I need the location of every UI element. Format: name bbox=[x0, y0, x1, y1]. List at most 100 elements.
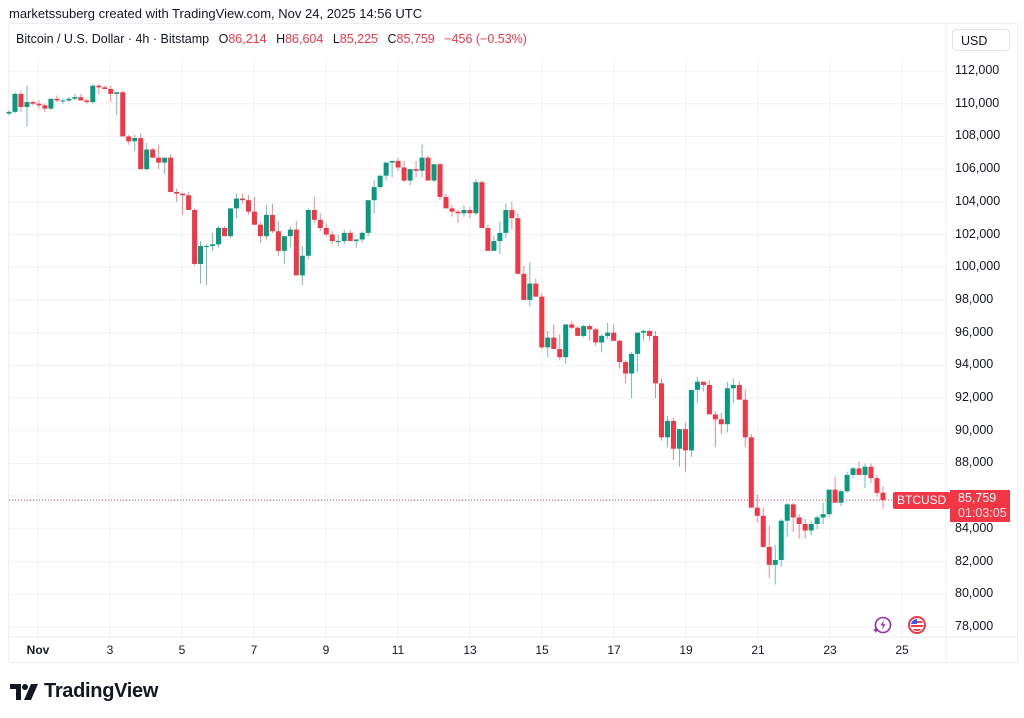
candle-up bbox=[784, 504, 790, 521]
time-tick-label: 3 bbox=[106, 643, 114, 657]
candle-up bbox=[676, 429, 682, 449]
time-tick-label: 13 bbox=[463, 643, 477, 657]
candle-down bbox=[30, 102, 36, 104]
close-label: C bbox=[387, 32, 397, 46]
candle-up bbox=[724, 388, 730, 425]
price-tick-label: 80,000 bbox=[955, 586, 994, 601]
candle-down bbox=[539, 296, 545, 348]
candle-up bbox=[335, 241, 341, 243]
candle-down bbox=[42, 105, 48, 109]
candle-down bbox=[156, 157, 162, 163]
price-tick-label: 88,000 bbox=[955, 455, 994, 470]
candle-up bbox=[383, 162, 389, 176]
price-tick-label: 78,000 bbox=[955, 619, 994, 633]
candle-up bbox=[233, 198, 239, 209]
candle-up bbox=[6, 111, 12, 114]
candle-up bbox=[772, 559, 778, 565]
candle-down bbox=[311, 210, 317, 220]
candle-down bbox=[802, 523, 808, 531]
candle-up bbox=[527, 283, 533, 300]
candle-up bbox=[216, 227, 222, 245]
candle-down bbox=[479, 182, 485, 228]
candle-up bbox=[641, 331, 647, 333]
brand-name: TradingView bbox=[44, 680, 159, 702]
candle-down bbox=[515, 218, 521, 274]
candle-up bbox=[778, 520, 784, 560]
close-value: 85,759 bbox=[396, 32, 435, 46]
candle-up bbox=[72, 97, 78, 99]
candle-down bbox=[760, 515, 766, 547]
chart-frame bbox=[8, 23, 1018, 663]
bar-countdown: 01:03:05 bbox=[958, 506, 1007, 520]
time-tick-label: 17 bbox=[607, 643, 621, 657]
time-tick-label: 23 bbox=[823, 643, 837, 657]
candle-up bbox=[461, 210, 467, 214]
candle-down bbox=[413, 169, 419, 171]
candle-up bbox=[281, 236, 287, 251]
candle-down bbox=[754, 507, 760, 516]
candle-down bbox=[700, 381, 706, 385]
candle-down bbox=[659, 383, 665, 438]
candle-down bbox=[401, 167, 407, 181]
candle-down bbox=[96, 85, 102, 88]
candle-down bbox=[623, 362, 629, 374]
currency-button[interactable]: USD bbox=[952, 29, 1010, 51]
candle-up bbox=[132, 138, 138, 142]
candle-up bbox=[377, 175, 383, 188]
candle-up bbox=[838, 491, 844, 503]
candle-down bbox=[222, 227, 228, 237]
candle-down bbox=[36, 103, 42, 106]
candle-up bbox=[694, 381, 700, 390]
candle-down bbox=[18, 93, 24, 107]
candle-up bbox=[820, 514, 826, 518]
candle-down bbox=[329, 234, 335, 242]
candle-down bbox=[533, 283, 539, 297]
candle-up bbox=[299, 255, 305, 276]
time-tick-label: 19 bbox=[679, 643, 693, 657]
candle-up bbox=[287, 229, 293, 237]
ideas-lightning-icon[interactable] bbox=[872, 615, 892, 635]
candle-up bbox=[730, 384, 736, 389]
candle-down bbox=[425, 157, 431, 181]
chart-credit: marketssuberg created with TradingView.c… bbox=[9, 6, 423, 21]
candle-down bbox=[186, 195, 192, 211]
candle-up bbox=[263, 214, 269, 237]
candle-up bbox=[629, 353, 635, 374]
candle-down bbox=[742, 399, 748, 438]
price-tick-label: 94,000 bbox=[955, 357, 994, 372]
candle-down bbox=[718, 419, 724, 425]
tradingview-logo[interactable]: TradingView bbox=[10, 680, 158, 703]
candle-down bbox=[108, 88, 114, 94]
candle-up bbox=[419, 157, 425, 171]
candle-up bbox=[503, 210, 509, 233]
candle-down bbox=[168, 157, 174, 193]
candle-up bbox=[664, 420, 670, 438]
tradingview-logo-icon bbox=[10, 683, 38, 700]
candle-up bbox=[844, 474, 850, 492]
candle-up bbox=[198, 245, 204, 264]
candle-up bbox=[862, 466, 868, 475]
candle-down bbox=[712, 414, 718, 420]
candle-down bbox=[611, 332, 617, 341]
time-tick-label: 9 bbox=[322, 643, 330, 657]
candle-up bbox=[808, 523, 814, 531]
candle-down bbox=[569, 324, 575, 328]
us-flag-economic-event-icon[interactable] bbox=[907, 615, 927, 635]
candle-down bbox=[180, 193, 186, 196]
candle-down bbox=[293, 229, 299, 276]
candle-down bbox=[587, 326, 593, 330]
candle-up bbox=[353, 239, 359, 242]
last-price-tag: 85,759 01:03:05 bbox=[950, 490, 1010, 522]
candle-down bbox=[437, 164, 443, 197]
candle-up bbox=[581, 326, 587, 336]
candle-up bbox=[497, 232, 503, 242]
candle-up bbox=[491, 241, 497, 251]
time-tick-label: 7 bbox=[250, 643, 258, 657]
candle-down bbox=[239, 198, 245, 201]
candle-up bbox=[305, 210, 311, 256]
time-tick-label: Nov bbox=[26, 643, 50, 657]
candle-up bbox=[688, 389, 694, 451]
candle-up bbox=[563, 324, 569, 358]
candle-up bbox=[389, 160, 395, 163]
